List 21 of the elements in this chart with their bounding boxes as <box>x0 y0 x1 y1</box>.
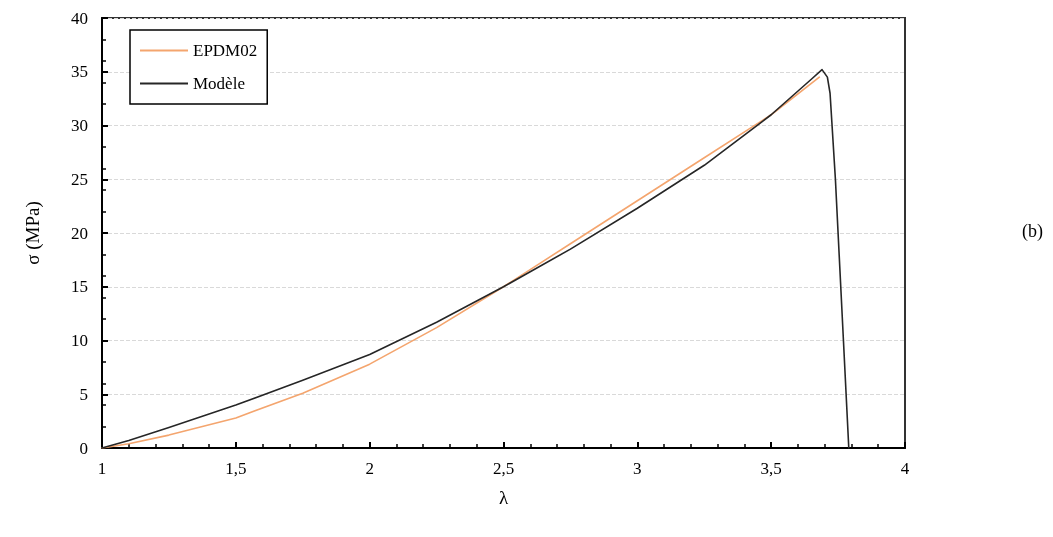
y-tick-label: 10 <box>71 331 88 350</box>
x-axis-title: λ <box>498 487 509 508</box>
x-tick-label: 2 <box>365 459 374 478</box>
text: (b) <box>1022 221 1044 242</box>
y-tick-label: 30 <box>71 116 88 135</box>
x-tick-label: 3,5 <box>760 459 782 478</box>
x-tick-label: 2,5 <box>492 459 515 478</box>
y-tick-label: 5 <box>79 384 88 404</box>
y-tick-label: 35 <box>71 62 88 82</box>
y-tick-label: 40 <box>71 8 88 28</box>
legend-label: EPDM02 <box>193 41 258 60</box>
y-axis-title: σ (MPa) <box>22 201 44 265</box>
y-tick-label: 0 <box>79 438 88 458</box>
legend-label: Modèle <box>193 74 245 93</box>
x-tick-label: 3 <box>633 459 642 478</box>
y-tick-label: 20 <box>71 223 88 243</box>
x-tick-label: 4 <box>900 459 910 478</box>
x-tick-label: 1 <box>97 459 107 478</box>
y-tick-label: 15 <box>71 277 88 297</box>
y-tick-label: 25 <box>71 169 88 189</box>
x-tick-label: 1,5 <box>225 459 247 478</box>
